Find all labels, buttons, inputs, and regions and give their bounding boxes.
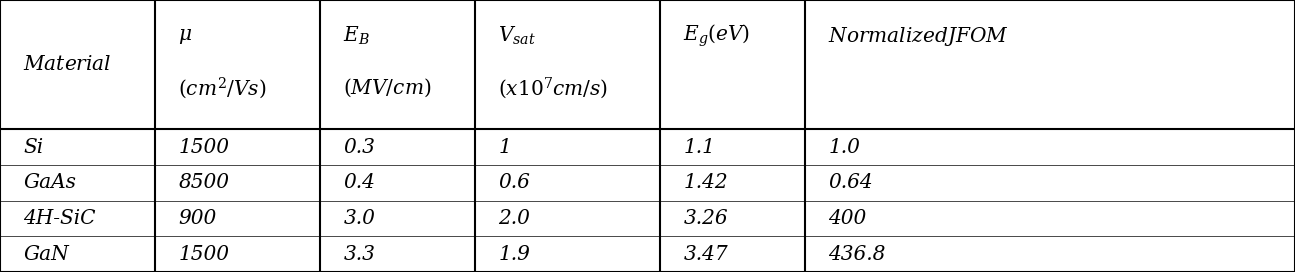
Text: 1.0: 1.0 [829, 138, 860, 157]
Text: 1.1: 1.1 [684, 138, 715, 157]
Text: $E_B$: $E_B$ [343, 25, 370, 47]
Text: GaN: GaN [23, 245, 69, 264]
Text: 0.6: 0.6 [499, 173, 530, 192]
Text: 3.3: 3.3 [343, 245, 376, 264]
Text: 3.0: 3.0 [343, 209, 376, 228]
Text: 1500: 1500 [179, 245, 229, 264]
Text: 1.42: 1.42 [684, 173, 728, 192]
Text: 0.64: 0.64 [829, 173, 873, 192]
Text: 4H-SiC: 4H-SiC [23, 209, 96, 228]
Text: $NormalizedJFOM$: $NormalizedJFOM$ [829, 25, 1009, 48]
Text: $(cm^2/Vs)$: $(cm^2/Vs)$ [179, 75, 267, 101]
Text: 400: 400 [829, 209, 866, 228]
Text: 436.8: 436.8 [829, 245, 886, 264]
Text: GaAs: GaAs [23, 173, 76, 192]
Text: 3.26: 3.26 [684, 209, 728, 228]
Text: 3.47: 3.47 [684, 245, 728, 264]
Text: 2.0: 2.0 [499, 209, 530, 228]
Text: 1500: 1500 [179, 138, 229, 157]
Text: $E_g(eV)$: $E_g(eV)$ [684, 23, 750, 50]
Text: 1.9: 1.9 [499, 245, 530, 264]
Text: 8500: 8500 [179, 173, 229, 192]
Text: $(x10^7cm/s)$: $(x10^7cm/s)$ [499, 75, 609, 101]
Text: $Material$: $Material$ [23, 55, 111, 74]
Text: $\mu$: $\mu$ [179, 27, 193, 46]
Text: 900: 900 [179, 209, 216, 228]
Text: Si: Si [23, 138, 44, 157]
Text: 1: 1 [499, 138, 512, 157]
Text: $V_{sat}$: $V_{sat}$ [499, 25, 536, 47]
Text: $(MV/cm)$: $(MV/cm)$ [343, 77, 431, 99]
Text: 0.3: 0.3 [343, 138, 376, 157]
Text: 0.4: 0.4 [343, 173, 376, 192]
